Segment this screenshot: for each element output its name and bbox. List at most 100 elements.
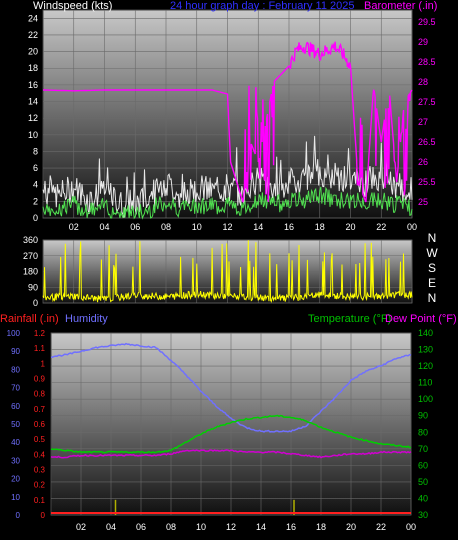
x-tick-label: 10 <box>192 222 202 232</box>
windspeed-axis-label: Windspeed (kts) <box>33 0 112 12</box>
x-tick-label: 18 <box>316 522 326 532</box>
temperature-tick-label: 40 <box>418 493 428 503</box>
barometer-tick-label: 27 <box>418 117 428 127</box>
compass-label: N <box>428 231 437 245</box>
barometer-tick-label: 27.5 <box>418 97 436 107</box>
windspeed-tick-label: 14 <box>28 97 38 107</box>
panel-3-x-tick-labels: 02 04 06 08 10 12 14 16 18 20 22 00 <box>76 522 416 532</box>
rainfall-tick-label: 0.6 <box>34 420 46 429</box>
direction-tick-label: 90 <box>28 282 38 292</box>
rainfall-tick-label: 1.1 <box>34 344 46 353</box>
x-tick-label: 20 <box>346 522 356 532</box>
temperature-tick-label: 60 <box>418 460 428 470</box>
barometer-tick-label: 26 <box>418 157 428 167</box>
rainfall-tick-label: 0.2 <box>34 481 46 490</box>
x-tick-label: 12 <box>222 222 232 232</box>
panel-1-grid <box>43 10 413 219</box>
rainfall-tick-label: 0.1 <box>34 496 46 505</box>
x-tick-label: 08 <box>166 522 176 532</box>
barometer-line <box>43 41 413 203</box>
direction-tick-labels: 0 90 180 270 360 <box>23 235 38 308</box>
temp-humidity-series <box>50 342 412 459</box>
x-tick-label: 22 <box>376 222 386 232</box>
temperature-tick-label: 70 <box>418 444 428 454</box>
humidity-tick-label: 60 <box>11 402 20 411</box>
windspeed-tick-label: 18 <box>28 63 38 73</box>
x-tick-label: 04 <box>106 522 116 532</box>
windspeed-tick-label: 10 <box>28 130 38 140</box>
temperature-tick-label: 140 <box>418 328 433 338</box>
x-tick-label: 06 <box>136 522 146 532</box>
humidity-tick-label: 40 <box>11 438 20 447</box>
x-tick-label: 12 <box>226 522 236 532</box>
x-tick-label: 22 <box>376 522 386 532</box>
barometer-tick-labels: 25 25.5 26 26.5 27 27.5 28 28.5 29 29.5 <box>418 17 436 207</box>
temperature-tick-label: 110 <box>418 378 432 388</box>
windspeed-tick-label: 4 <box>33 180 38 190</box>
humidity-tick-label: 80 <box>11 365 20 374</box>
rainfall-bars <box>51 499 411 515</box>
windspeed-tick-label: 6 <box>33 163 38 173</box>
direction-tick-label: 0 <box>33 298 38 308</box>
x-tick-label: 08 <box>161 222 171 232</box>
temperature-tick-label: 120 <box>418 361 433 371</box>
humidity-axis-label: Humidity <box>65 313 108 325</box>
barometer-axis-label: Barometer (.in) <box>364 0 437 12</box>
rainfall-tick-labels: 0 0.1 0.2 0.3 0.4 0.5 0.6 0.7 0.8 0.9 1 1.1 1.2 <box>34 329 46 520</box>
direction-tick-label: 360 <box>23 235 38 245</box>
humidity-tick-label: 0 <box>16 511 21 520</box>
windspeed-tick-label: 22 <box>28 30 38 40</box>
humidity-tick-label: 20 <box>11 475 20 484</box>
barometer-tick-label: 29.5 <box>418 17 436 27</box>
temperature-tick-label: 100 <box>418 394 433 404</box>
x-tick-label: 16 <box>286 522 296 532</box>
x-tick-label: 18 <box>315 222 325 232</box>
compass-label: W <box>426 246 438 260</box>
rainfall-tick-label: 0.7 <box>34 405 46 414</box>
wind-direction-series <box>42 240 413 303</box>
x-tick-label: 14 <box>256 522 266 532</box>
rainfall-tick-label: 0.5 <box>34 435 46 444</box>
x-tick-label: 02 <box>76 522 86 532</box>
temperature-line <box>51 414 412 454</box>
x-tick-label: 16 <box>284 222 294 232</box>
rainfall-tick-label: 1.2 <box>34 329 46 338</box>
windspeed-tick-label: 24 <box>28 13 38 23</box>
rainfall-tick-label: 0.4 <box>34 450 46 459</box>
panel-temp-humidity: 0 0.1 0.2 0.3 0.4 0.5 0.6 0.7 0.8 0.9 1 1.1 1.2 0 10 2… <box>0 313 457 532</box>
x-tick-label: 10 <box>196 522 206 532</box>
temperature-tick-label: 90 <box>418 411 428 421</box>
temperature-tick-labels: 30 40 50 60 70 80 90 100 110 120 130 140 <box>418 328 433 520</box>
rainfall-tick-label: 0.9 <box>34 375 46 384</box>
barometer-tick-label: 25.5 <box>418 177 436 187</box>
windspeed-tick-label: 12 <box>28 113 38 123</box>
barometer-tick-label: 29 <box>418 37 428 47</box>
barometer-tick-label: 28 <box>418 77 428 87</box>
dewpoint-line <box>50 449 412 459</box>
humidity-tick-label: 90 <box>11 347 20 356</box>
dewpoint-axis-label: Dew Point (°F) <box>385 313 457 325</box>
windspeed-line <box>42 135 413 218</box>
compass-label: N <box>428 291 437 305</box>
x-tick-label: 04 <box>99 222 109 232</box>
windspeed-average-line <box>42 186 413 220</box>
wind-direction-line <box>42 240 413 303</box>
windspeed-tick-label: 0 <box>33 213 38 223</box>
x-tick-label: 00 <box>406 522 416 532</box>
windspeed-tick-label: 16 <box>28 80 38 90</box>
x-tick-label: 00 <box>407 222 417 232</box>
humidity-tick-label: 70 <box>11 384 20 393</box>
compass-label: E <box>428 276 436 290</box>
barometer-tick-label: 26.5 <box>418 137 436 147</box>
temperature-tick-label: 30 <box>418 510 428 520</box>
barometer-tick-label: 25 <box>418 197 428 207</box>
temperature-tick-label: 130 <box>418 345 433 355</box>
windspeed-tick-label: 8 <box>33 146 38 156</box>
humidity-tick-labels: 0 10 20 30 40 50 60 70 80 90 100 <box>7 329 21 520</box>
